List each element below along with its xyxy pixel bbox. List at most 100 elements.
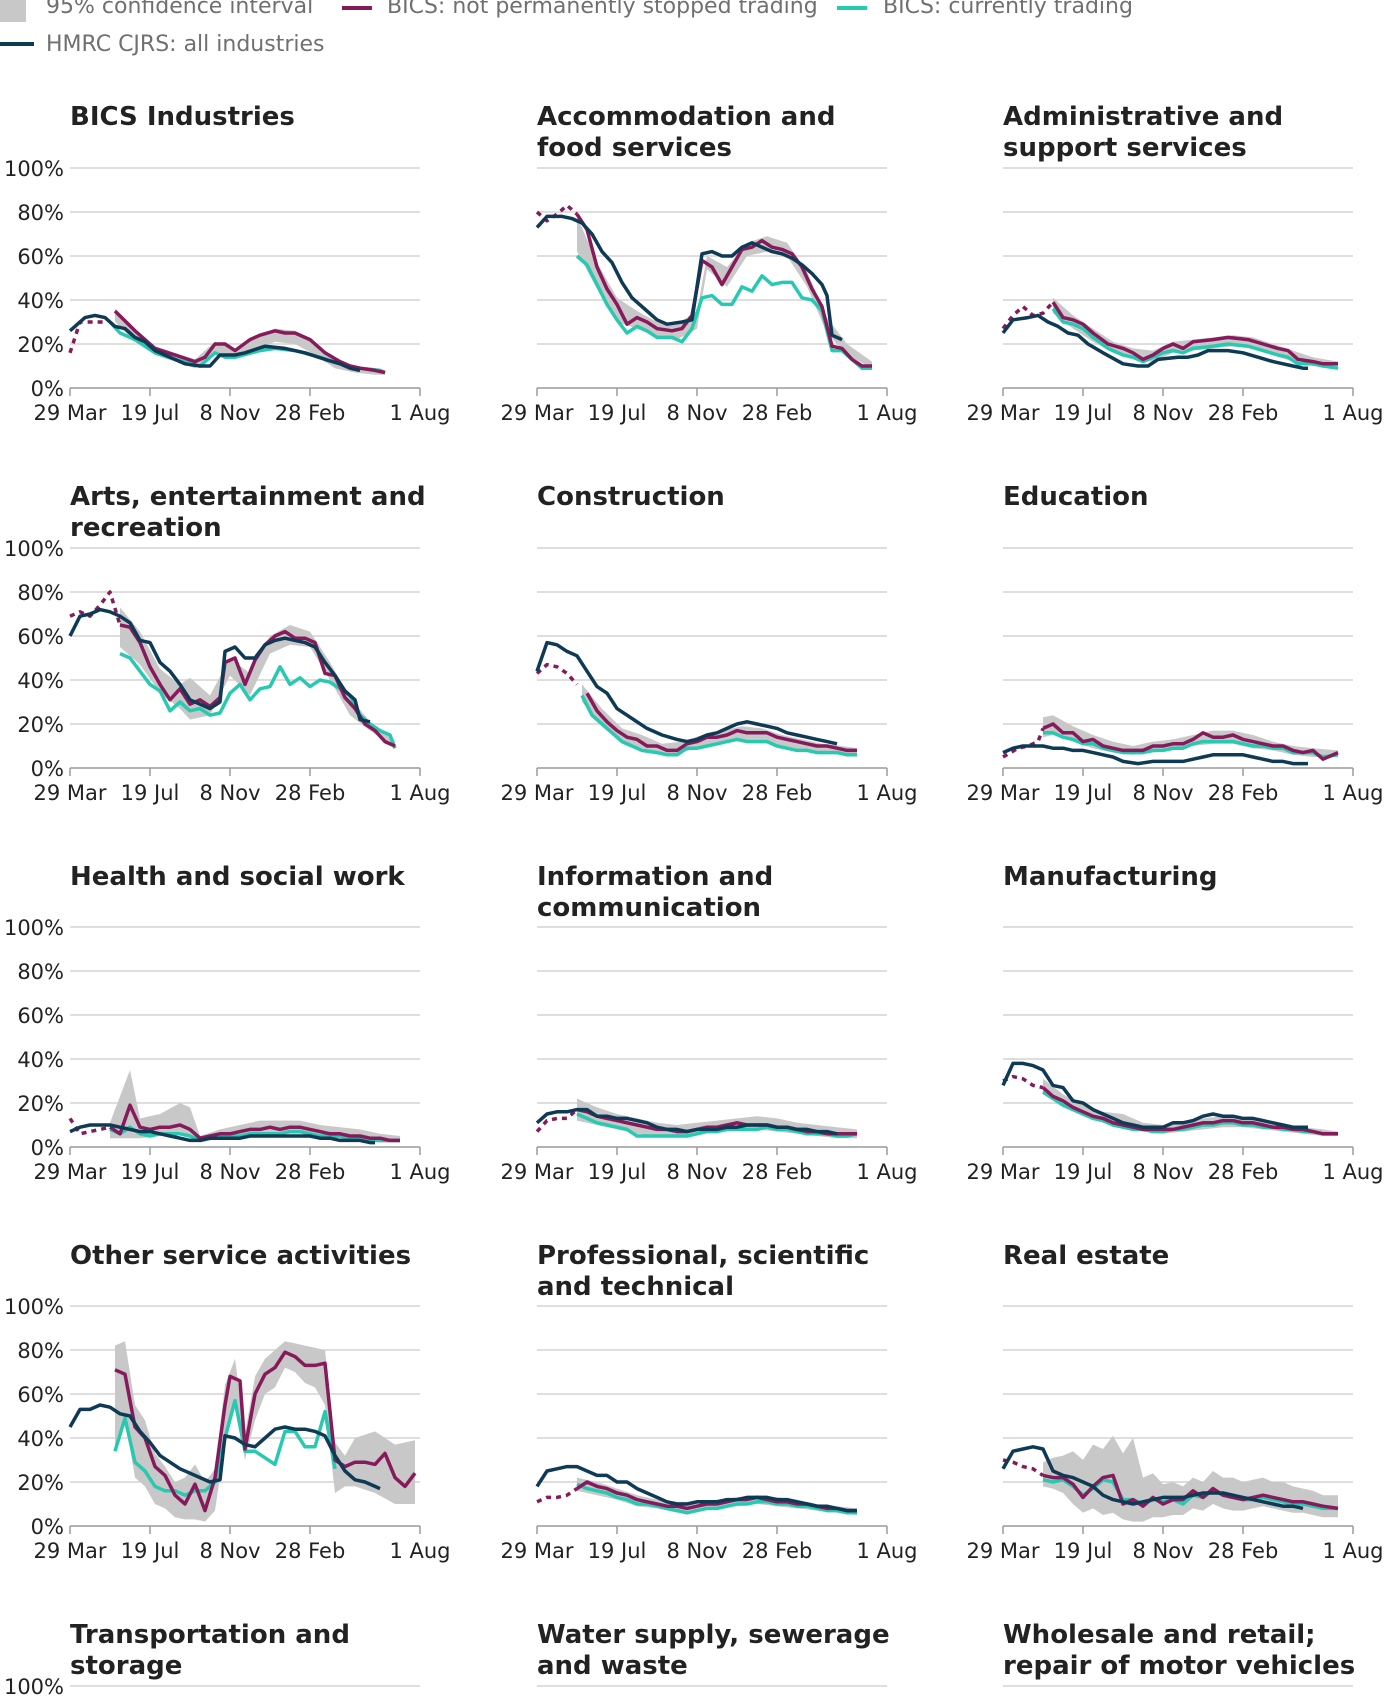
series-bics-not-stopped [1051, 301, 1338, 366]
panel-title: food services [537, 133, 732, 163]
x-tick-label: 8 Nov [1132, 1160, 1193, 1184]
y-tick-label: 40% [17, 1427, 64, 1451]
panel-title: and technical [537, 1272, 734, 1302]
series-hmrc-cjrs [535, 1464, 857, 1513]
legend-bics-currently-trading-swatch [837, 6, 867, 10]
y-tick-label: 100% [4, 1295, 64, 1319]
panel-title: Construction [537, 482, 725, 512]
x-tick-label: 19 Jul [588, 781, 647, 805]
series-hmrc-cjrs [1001, 313, 1308, 370]
series-bics-not-stopped [113, 309, 386, 375]
series-bics-currently-trading [576, 1482, 857, 1515]
x-tick-label: 19 Jul [1054, 781, 1113, 805]
y-tick-label: 80% [17, 201, 64, 225]
legend-hmrc-label: HMRC CJRS: all industries [46, 32, 325, 57]
y-tick-label: 40% [17, 289, 64, 313]
y-tick-label: 100% [4, 537, 64, 561]
x-tick-label: 1 Aug [389, 1160, 450, 1184]
series-bics-not-stopped [114, 1350, 417, 1513]
legend: 95% confidence interval BICS: not perman… [0, 0, 1386, 60]
x-tick-label: 28 Feb [275, 781, 346, 805]
x-tick-label: 1 Aug [1322, 1539, 1383, 1563]
panel-title: Water supply, sewerage [537, 1620, 890, 1650]
panel-title: Arts, entertainment and [70, 482, 426, 512]
y-tick-label: 60% [17, 625, 64, 649]
x-tick-label: 28 Feb [1208, 1160, 1279, 1184]
series-bics-not-stopped [585, 692, 857, 753]
y-tick-label: 0% [31, 1515, 64, 1539]
panel-title: BICS Industries [70, 102, 295, 132]
x-tick-label: 28 Feb [275, 1539, 346, 1563]
x-tick-label: 29 Mar [33, 781, 106, 805]
y-tick-label: 60% [17, 245, 64, 269]
y-tick-label: 20% [17, 713, 64, 737]
x-tick-label: 19 Jul [1054, 1160, 1113, 1184]
panel: Wholesale and retail;repair of motor veh… [1003, 1620, 1355, 1687]
y-tick-label: 80% [17, 1339, 64, 1363]
x-tick-label: 19 Jul [121, 401, 180, 425]
panel: Construction 29 Mar 19 Jul 8 Nov 28 Feb 1 Aug [500, 482, 917, 805]
panel: BICS Industries 0% 20% 40% 60% 80% 100% 29 Mar 1… [4, 102, 451, 425]
x-tick-label: 8 Nov [666, 1539, 727, 1563]
x-tick-label: 29 Mar [500, 1160, 573, 1184]
x-tick-label: 19 Jul [588, 1539, 647, 1563]
series-hmrc-cjrs [68, 313, 361, 373]
panel-title: Administrative and [1003, 102, 1283, 132]
x-tick-label: 8 Nov [1132, 781, 1193, 805]
series-bics-not-stopped [119, 623, 396, 748]
panel-title: support services [1003, 133, 1247, 163]
panel-title: Accommodation and [537, 102, 835, 132]
panel-title: Health and social work [70, 862, 405, 892]
panel-title: Education [1003, 482, 1149, 512]
series-bics-currently-trading [1042, 1090, 1338, 1136]
legend-bics-not-stopped-label: BICS: not permanently stopped trading [387, 0, 818, 19]
x-tick-label: 28 Feb [1208, 781, 1279, 805]
series-hmrc-cjrs [68, 1403, 381, 1491]
series-bics-not-stopped-estimated [1001, 301, 1055, 330]
x-tick-label: 28 Feb [742, 401, 813, 425]
x-tick-label: 8 Nov [666, 781, 727, 805]
series-hmrc-cjrs [535, 1107, 838, 1136]
x-tick-label: 1 Aug [389, 1539, 450, 1563]
series-hmrc-cjrs [69, 1123, 375, 1145]
x-tick-label: 28 Feb [742, 1539, 813, 1563]
y-tick-label: 80% [17, 960, 64, 984]
panel-title: storage [70, 1651, 182, 1681]
x-tick-label: 1 Aug [856, 1160, 917, 1184]
series-bics-not-stopped [1042, 722, 1339, 761]
x-tick-label: 8 Nov [199, 1160, 260, 1184]
x-tick-label: 28 Feb [1208, 401, 1279, 425]
confidence-band [115, 1341, 415, 1522]
series-hmrc-cjrs [68, 607, 371, 724]
y-tick-label: 80% [17, 581, 64, 605]
x-tick-label: 1 Aug [1322, 401, 1383, 425]
y-tick-label: 60% [17, 1004, 64, 1028]
x-tick-label: 19 Jul [121, 781, 180, 805]
x-tick-label: 1 Aug [1322, 781, 1383, 805]
series-bics-not-stopped-estimated [68, 320, 105, 354]
y-tick-label: 0% [31, 1136, 64, 1160]
panel-title: Professional, scientific [537, 1241, 869, 1271]
x-tick-label: 1 Aug [389, 401, 450, 425]
series-bics-not-stopped [575, 213, 872, 368]
x-tick-label: 8 Nov [666, 1160, 727, 1184]
series-bics-not-stopped-estimated [535, 662, 579, 686]
x-tick-label: 1 Aug [856, 401, 917, 425]
series-bics-not-stopped-estimated [1002, 727, 1045, 759]
x-tick-label: 1 Aug [1322, 1160, 1383, 1184]
series-hmrc-cjrs [1001, 1445, 1304, 1511]
series-bics-currently-trading [119, 651, 397, 749]
y-tick-label: 20% [17, 1471, 64, 1495]
series-hmrc-cjrs [535, 640, 838, 746]
x-tick-label: 8 Nov [666, 401, 727, 425]
x-tick-label: 28 Feb [275, 1160, 346, 1184]
y-tick-label: 100% [4, 916, 64, 940]
x-tick-label: 29 Mar [500, 1539, 573, 1563]
confidence-band [582, 684, 857, 755]
x-tick-label: 29 Mar [33, 401, 106, 425]
